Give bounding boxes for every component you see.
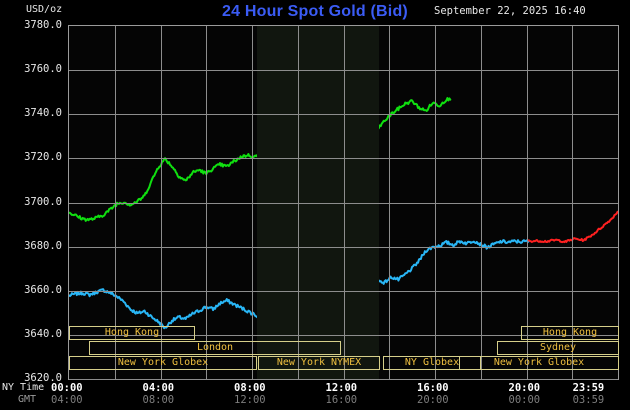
session-ny-globex-next: New York Globex <box>459 356 619 370</box>
y-tick-label: 3720.0 <box>24 151 62 164</box>
ny-time-axis-label: NY Time <box>2 382 45 393</box>
y-tick-label: 3740.0 <box>24 107 62 120</box>
x-tick-gmt: 03:59 <box>572 394 605 406</box>
h-grid-line <box>69 70 618 71</box>
h-grid-line <box>69 291 618 292</box>
x-tick-gmt: 20:00 <box>417 394 449 406</box>
h-grid-line <box>69 379 618 380</box>
v-grid-line <box>572 26 573 379</box>
v-grid-line <box>344 26 345 379</box>
session-ny-globex-pm: NY Globex <box>383 356 481 370</box>
v-grid-line <box>298 26 299 379</box>
h-grid-line <box>69 158 618 159</box>
session-ny-globex-am: New York Globex <box>69 356 257 370</box>
y-axis-unit-label: USD/oz <box>26 4 63 15</box>
y-tick-label: 3780.0 <box>24 19 62 31</box>
x-tick-gmt: 08:00 <box>142 394 175 406</box>
v-grid-line <box>115 26 116 379</box>
gmt-axis-label: GMT <box>18 394 37 405</box>
y-tick-label: 3620.0 <box>24 372 62 384</box>
x-tick-ny: 04:00 <box>142 382 175 394</box>
h-grid-line <box>69 114 618 115</box>
y-tick-label: 3680.0 <box>24 239 62 252</box>
v-grid-line <box>481 26 482 379</box>
timestamp: September 22, 2025 16:40 <box>434 5 586 17</box>
h-grid-line <box>69 203 618 204</box>
y-tick-label: 3760.0 <box>24 63 62 76</box>
session-sydney: Sydney <box>497 341 619 355</box>
y-tick-label: 3660.0 <box>24 283 62 296</box>
session-hong-kong-asia: Hong Kong <box>69 326 195 340</box>
x-tick-ny: 20:00 <box>508 382 541 394</box>
y-tick-label: 3640.0 <box>24 327 62 340</box>
x-tick-ny: 16:00 <box>417 382 449 394</box>
v-grid-line <box>252 26 253 379</box>
x-tick-ny: 12:00 <box>325 382 358 394</box>
v-grid-line <box>527 26 528 379</box>
h-grid-line <box>69 247 618 248</box>
x-tick-ny: 23:59 <box>572 382 605 394</box>
v-grid-line <box>206 26 207 379</box>
v-grid-line <box>389 26 390 379</box>
x-tick-gmt: 16:00 <box>325 394 358 406</box>
h-grid-line <box>69 335 618 336</box>
session-london: London <box>89 341 341 355</box>
x-tick-ny: 00:00 <box>51 382 83 394</box>
x-tick-gmt: 00:00 <box>508 394 541 406</box>
series-line <box>527 210 618 244</box>
nymex-session-shading <box>257 26 379 379</box>
y-tick-label: 3700.0 <box>24 195 62 208</box>
x-tick-gmt: 12:00 <box>234 394 266 406</box>
page-title: 24 Hour Spot Gold (Bid) <box>222 3 408 20</box>
session-hong-kong-next: Hong Kong <box>521 326 619 340</box>
x-tick-ny: 08:00 <box>234 382 266 394</box>
session-ny-nymex: New York NYMEX <box>258 356 380 370</box>
v-grid-line <box>161 26 162 379</box>
plot-area: Hong Kong Hong Kong London Sydney New York G… <box>68 25 619 380</box>
x-tick-gmt: 04:00 <box>51 394 83 406</box>
v-grid-line <box>435 26 436 379</box>
